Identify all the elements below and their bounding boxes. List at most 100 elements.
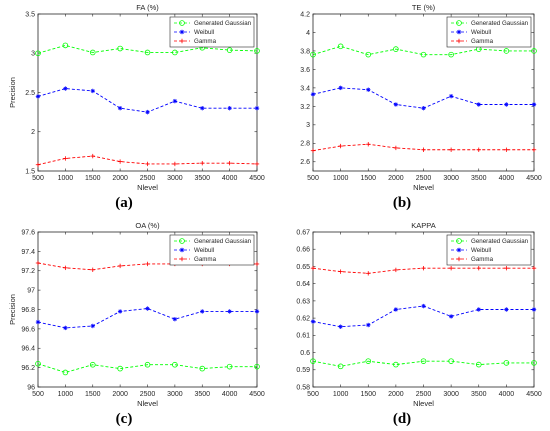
- x-tick-label: 2500: [416, 175, 432, 182]
- star-marker-stroke: [145, 110, 150, 114]
- x-tick-label: 3000: [443, 391, 459, 398]
- x-tick-label: 1500: [360, 391, 376, 398]
- y-tick-label: 97: [27, 288, 35, 295]
- star-marker-stroke: [63, 86, 68, 91]
- legend-entry: Generated Gaussian: [194, 238, 252, 245]
- data-point: [504, 307, 509, 312]
- chart-title: TE (%): [412, 3, 436, 12]
- x-tick-label: 2000: [112, 391, 128, 398]
- data-point: [89, 361, 96, 368]
- star-marker-stroke: [200, 106, 205, 111]
- series-gamma: [310, 142, 537, 153]
- x-tick-label: 3500: [471, 391, 487, 398]
- star-marker-stroke: [173, 317, 177, 322]
- x-tick-label: 4000: [499, 175, 515, 182]
- legend-marker: [456, 29, 462, 35]
- series-line: [312, 360, 534, 367]
- x-tick-label: 1500: [360, 175, 376, 182]
- y-tick-label: 4.2: [300, 11, 310, 18]
- y-tick-label: 1.5: [25, 168, 35, 175]
- series-generated-gaussian: [35, 360, 260, 376]
- data-point: [117, 365, 123, 372]
- data-point: [226, 363, 233, 370]
- data-point: [531, 265, 537, 271]
- data-point: [63, 325, 68, 331]
- x-tick-label: 500: [307, 391, 319, 398]
- data-point: [63, 265, 68, 271]
- y-tick-label: 3: [306, 122, 310, 129]
- legend-entry: Gamma: [194, 38, 217, 45]
- data-point: [254, 309, 260, 314]
- star-marker-stroke: [457, 30, 461, 34]
- star-marker-stroke: [180, 248, 184, 252]
- data-point: [117, 159, 123, 164]
- data-point: [504, 147, 509, 152]
- x-tick-label: 3500: [194, 391, 210, 398]
- chart-panel-3: 500 1000 1500 2000 2500 3000 3500 4000 4500 96 96.…: [8, 221, 265, 427]
- legend-marker: [456, 238, 462, 244]
- x-tick-label: 4500: [526, 175, 542, 182]
- data-point: [117, 309, 123, 314]
- data-point: [421, 265, 426, 271]
- data-point: [227, 309, 232, 314]
- star-marker-stroke: [173, 99, 177, 103]
- data-point: [89, 49, 96, 56]
- y-tick-label: 0.66: [296, 247, 310, 254]
- y-tick-label: 0.62: [296, 316, 310, 323]
- data-point: [337, 43, 344, 50]
- data-point: [365, 358, 372, 364]
- data-point: [531, 147, 537, 152]
- data-point: [531, 102, 537, 107]
- star-marker-stroke: [36, 94, 40, 99]
- data-point: [144, 361, 151, 368]
- x-tick-label: 1000: [333, 175, 349, 182]
- data-point: [338, 269, 343, 274]
- x-tick-label: 500: [307, 175, 319, 182]
- y-tick-label: 2.6: [300, 159, 310, 166]
- series-line: [37, 44, 258, 54]
- data-point: [393, 46, 399, 52]
- data-point: [172, 361, 178, 368]
- data-point: [393, 307, 399, 312]
- series-weibull: [310, 303, 537, 329]
- star-marker-stroke: [476, 307, 481, 312]
- x-tick-label: 3000: [167, 391, 183, 398]
- data-point: [35, 162, 41, 167]
- data-point: [200, 160, 205, 166]
- star-marker-stroke: [457, 248, 461, 252]
- data-point: [310, 92, 316, 97]
- legend: Generated Gaussian Weibull Gamma: [169, 16, 255, 48]
- legend-marker: [456, 20, 462, 26]
- legend-entry: Gamma: [194, 256, 217, 263]
- series-line: [37, 308, 257, 329]
- data-point: [337, 363, 344, 370]
- star-marker-stroke: [227, 106, 232, 111]
- x-axis-label: Nlevel: [137, 399, 158, 408]
- data-point: [226, 47, 233, 53]
- x-tick-label: 500: [32, 175, 44, 182]
- star-marker-stroke: [366, 323, 371, 327]
- data-point: [310, 265, 316, 271]
- x-tick-label: 4000: [222, 175, 238, 182]
- legend-marker: [456, 247, 462, 253]
- legend-marker: [179, 256, 185, 262]
- data-point: [310, 148, 316, 153]
- y-tick-label: 0.59: [296, 367, 310, 374]
- y-tick-label: 0.61: [296, 333, 310, 340]
- data-point: [227, 160, 232, 166]
- star-marker-stroke: [63, 326, 68, 330]
- series-line: [312, 87, 534, 109]
- data-point: [310, 358, 316, 364]
- y-tick-label: 3.8: [300, 48, 310, 55]
- star-marker-stroke: [394, 102, 398, 107]
- star-marker-stroke: [421, 106, 426, 111]
- x-tick-label: 2500: [140, 391, 156, 398]
- data-point: [35, 94, 41, 99]
- y-tick-label: 2.8: [300, 141, 310, 148]
- chart-title: FA (%): [136, 3, 159, 12]
- data-point: [366, 271, 371, 276]
- chart-title: KAPPA: [411, 221, 435, 230]
- star-marker-stroke: [421, 304, 426, 308]
- star-marker-stroke: [338, 86, 343, 90]
- data-point: [254, 261, 260, 267]
